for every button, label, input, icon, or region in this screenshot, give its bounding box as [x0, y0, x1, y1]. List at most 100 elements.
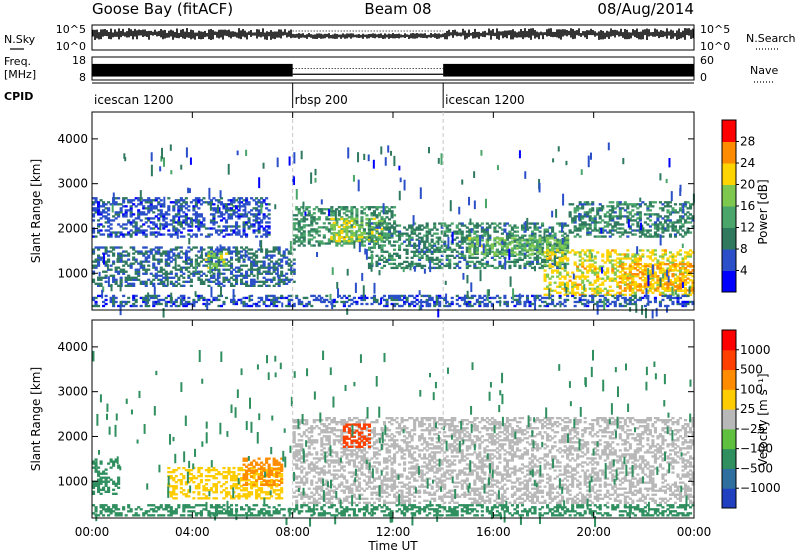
cell — [174, 254, 178, 257]
cell — [523, 249, 527, 252]
cell — [483, 247, 487, 250]
cell — [653, 227, 657, 230]
cell — [455, 250, 459, 253]
cell — [237, 209, 241, 212]
cell — [182, 294, 186, 298]
cell — [561, 262, 565, 266]
cell — [656, 283, 660, 286]
cell — [668, 298, 673, 302]
cell — [643, 233, 647, 236]
cell — [325, 226, 329, 229]
cell — [217, 274, 221, 277]
cell — [305, 302, 309, 306]
cell — [515, 258, 520, 262]
cell — [164, 221, 168, 224]
cell — [621, 261, 625, 264]
cell — [398, 246, 402, 249]
cell — [134, 250, 138, 253]
cell — [626, 275, 630, 278]
cell — [671, 302, 675, 306]
cell — [189, 280, 193, 283]
cell — [252, 262, 256, 265]
cell — [202, 197, 206, 200]
cell — [184, 302, 188, 306]
cell — [262, 229, 266, 232]
cell — [340, 300, 344, 304]
cell — [345, 239, 349, 243]
cell — [428, 258, 432, 262]
cell — [182, 199, 186, 202]
cell — [169, 219, 173, 222]
cell — [212, 256, 216, 260]
cell — [350, 212, 354, 215]
cell — [209, 227, 213, 230]
cell — [142, 260, 146, 263]
cell — [683, 221, 688, 224]
cell — [528, 262, 532, 266]
cell — [340, 231, 344, 235]
cell — [606, 205, 610, 208]
cell — [280, 296, 284, 300]
cell — [252, 207, 256, 210]
cell — [676, 269, 680, 272]
cell — [405, 238, 409, 241]
cell — [385, 250, 389, 253]
cell — [558, 277, 562, 280]
cell — [390, 216, 394, 219]
cell — [686, 217, 690, 220]
cell — [387, 252, 392, 255]
cell — [638, 217, 642, 220]
cell — [668, 205, 673, 208]
cell — [242, 231, 246, 234]
cell — [410, 230, 414, 233]
cell — [375, 224, 379, 227]
cell — [174, 213, 178, 216]
cell — [656, 217, 660, 220]
cell — [214, 231, 219, 234]
cell — [438, 248, 442, 251]
cell — [152, 227, 156, 230]
cell — [611, 201, 615, 204]
cell — [653, 253, 657, 256]
cell — [232, 300, 236, 304]
cell — [217, 250, 221, 253]
cell — [578, 225, 582, 228]
cell — [239, 278, 244, 281]
cell — [583, 298, 587, 302]
cell — [623, 293, 627, 296]
cell — [390, 214, 394, 217]
cell — [214, 282, 219, 285]
cell — [601, 283, 605, 286]
cell — [468, 296, 472, 300]
cell — [525, 228, 530, 231]
cell — [611, 225, 615, 228]
cell — [109, 264, 113, 267]
cell — [315, 230, 319, 233]
cell — [242, 300, 246, 304]
cell — [342, 212, 346, 215]
cell — [207, 256, 211, 260]
cell — [606, 249, 610, 252]
cell — [154, 268, 158, 271]
cell — [174, 231, 178, 234]
cell — [332, 225, 336, 229]
cell — [330, 235, 334, 239]
cell — [122, 268, 126, 271]
cell — [495, 300, 499, 304]
cell — [683, 291, 688, 294]
cell — [199, 246, 203, 249]
cell — [229, 258, 234, 261]
cell — [468, 242, 472, 245]
cell — [561, 267, 565, 270]
cell — [382, 298, 387, 302]
cell — [144, 252, 148, 255]
cell — [558, 283, 562, 286]
cell — [398, 262, 402, 266]
cell — [460, 230, 464, 233]
cell — [500, 251, 504, 254]
cell — [483, 304, 487, 308]
cell — [546, 247, 550, 250]
cell — [613, 207, 617, 210]
cell — [134, 205, 138, 208]
